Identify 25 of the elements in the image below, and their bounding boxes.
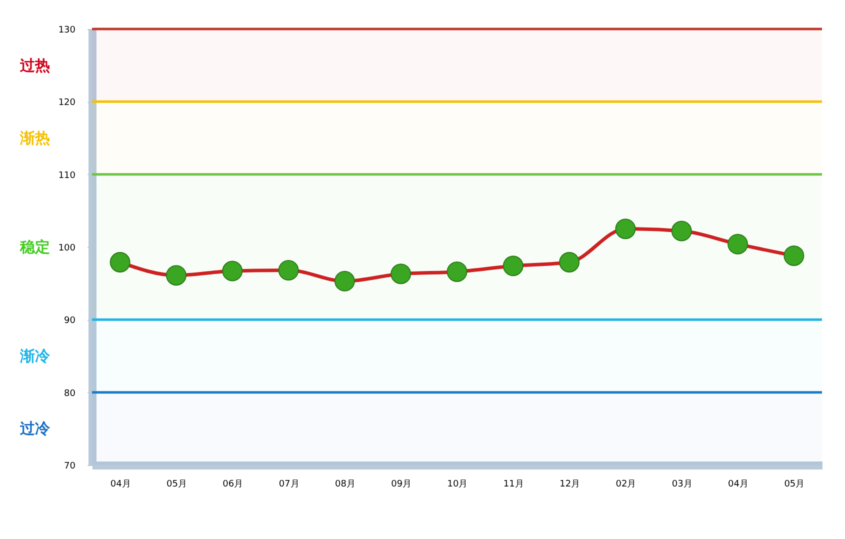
band-label: 渐热 bbox=[19, 129, 50, 147]
y-tick-label: 100 bbox=[58, 244, 76, 254]
band-label: 过热 bbox=[19, 56, 50, 74]
x-tick-label: 04月 bbox=[728, 480, 748, 490]
band-label: 稳定 bbox=[19, 238, 50, 256]
x-tick-label: 02月 bbox=[616, 480, 636, 490]
y-tick-label: 70 bbox=[64, 462, 76, 472]
y-tick-label: 80 bbox=[64, 388, 76, 399]
band-label: 渐冷 bbox=[19, 347, 51, 365]
x-tick-label: 07月 bbox=[278, 480, 300, 490]
x-tick-label: 10月 bbox=[447, 480, 468, 490]
x-tick-label: 04月 bbox=[110, 480, 131, 490]
x-tick-label: 09月 bbox=[391, 480, 412, 490]
y-tick-label: 90 bbox=[64, 316, 76, 326]
x-tick-label: 12月 bbox=[560, 480, 580, 490]
x-tick-label: 06月 bbox=[222, 480, 244, 490]
x-tick-label: 08月 bbox=[334, 480, 356, 490]
x-tick-label: 05月 bbox=[784, 480, 805, 490]
y-tick-label: 120 bbox=[58, 98, 76, 108]
y-tick-label: 130 bbox=[58, 26, 76, 36]
y-tick-label: 110 bbox=[58, 170, 76, 181]
x-tick-label: 03月 bbox=[672, 480, 692, 490]
x-tick-label: 11月 bbox=[503, 480, 524, 490]
band-label: 过冷 bbox=[19, 420, 51, 438]
x-tick-label: 05月 bbox=[166, 480, 187, 490]
